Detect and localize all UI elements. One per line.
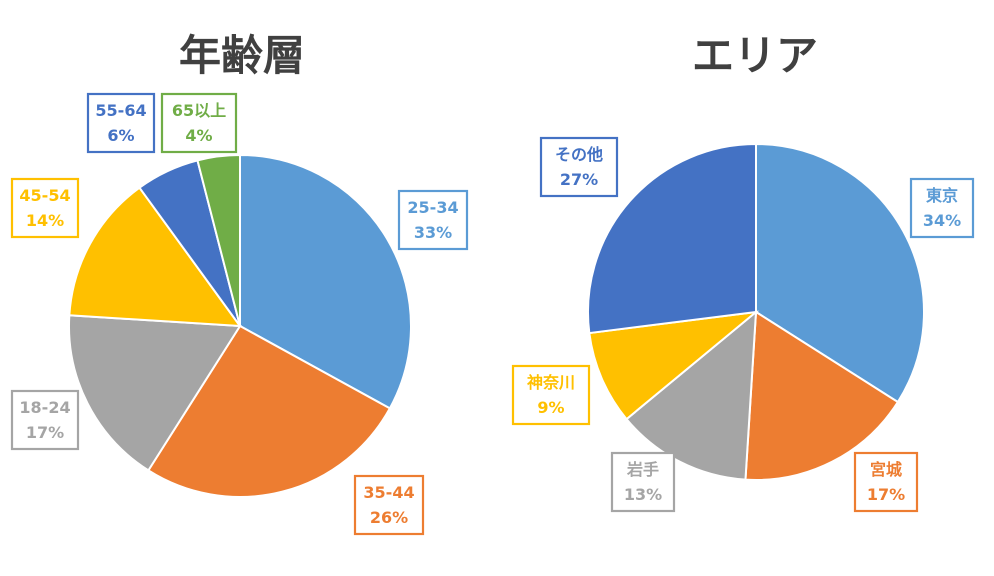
data-label-box [397, 189, 469, 251]
data-label: 東京 34% [909, 177, 975, 239]
data-label-box [10, 177, 80, 239]
data-label: 35-44 26% [353, 474, 425, 536]
data-label-value: 17% [867, 485, 905, 504]
data-label-value: 34% [923, 211, 961, 230]
pie-area [586, 142, 926, 482]
data-label-box [86, 92, 156, 154]
pie-slice [68, 314, 242, 472]
data-label-value: 4% [185, 126, 212, 145]
pie-slice [625, 309, 758, 481]
data-label-value: 13% [624, 485, 662, 504]
data-label: 岩手 13% [610, 451, 676, 513]
data-label-box [10, 389, 80, 451]
data-label-box [539, 136, 619, 198]
data-label-value: 33% [414, 223, 452, 242]
data-label: その他 27% [539, 136, 619, 198]
data-label-category: 岩手 [626, 460, 659, 479]
chart-title-area: エリア [692, 31, 818, 80]
data-label-category: その他 [555, 145, 603, 164]
data-label: 65以上 4% [160, 92, 238, 154]
pie-slice [586, 142, 757, 335]
data-label-category: 宮城 [870, 460, 902, 479]
pie-slice [146, 324, 392, 499]
labels-age: 25-34 33% 35-44 26% 18-24 17% 45-54 14% 55-64 6% 6… [10, 92, 469, 536]
data-label-value: 27% [560, 170, 598, 189]
pie-slice [68, 186, 243, 328]
pie-age [68, 153, 413, 499]
data-label-box [610, 451, 676, 513]
data-label-box [511, 364, 591, 426]
labels-area: 東京 34% 宮城 17% 岩手 13% 神奈川 9% その他 27% [511, 136, 975, 513]
data-label-box [853, 451, 919, 513]
data-label-category: 55-64 [95, 101, 146, 120]
pie-slice [588, 310, 760, 421]
data-label-box [160, 92, 238, 154]
pie-slice [196, 153, 241, 327]
chart-title-age: 年齢層 [179, 31, 305, 80]
pie-slice [239, 153, 413, 410]
data-label-category: 18-24 [19, 398, 70, 417]
data-label-value: 9% [537, 398, 564, 417]
data-label-category: 65以上 [172, 101, 226, 120]
data-label-value: 26% [370, 508, 408, 527]
pie-slice [744, 310, 900, 482]
data-label: 神奈川 9% [511, 364, 591, 426]
data-label: 25-34 33% [397, 189, 469, 251]
data-label-box [909, 177, 975, 239]
data-label-category: 25-34 [407, 198, 458, 217]
data-label-category: 45-54 [19, 186, 70, 205]
data-label-category: 東京 [926, 186, 958, 205]
data-label-category: 神奈川 [527, 373, 575, 392]
data-label: 宮城 17% [853, 451, 919, 513]
data-label-value: 6% [107, 126, 134, 145]
data-label-box [353, 474, 425, 536]
data-label: 18-24 17% [10, 389, 80, 451]
data-label: 45-54 14% [10, 177, 80, 239]
data-label-value: 17% [26, 423, 64, 442]
data-label: 55-64 6% [86, 92, 156, 154]
data-label-category: 35-44 [363, 483, 414, 502]
data-label-value: 14% [26, 211, 64, 230]
